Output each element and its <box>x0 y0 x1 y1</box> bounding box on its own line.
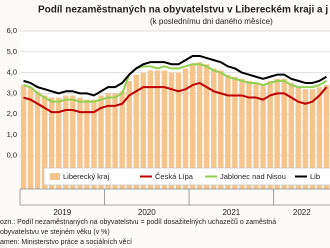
x-year-label: 2019 <box>53 208 71 217</box>
bar <box>112 93 118 189</box>
bar <box>274 78 280 189</box>
legend-label: Lib <box>310 172 320 181</box>
y-tick-label: 0,0 <box>7 151 17 160</box>
y-tick-label: 5,0 <box>7 47 17 56</box>
line-series <box>23 81 328 114</box>
bar <box>260 85 266 189</box>
bar <box>302 89 309 189</box>
bar <box>63 95 69 189</box>
bar <box>309 89 316 189</box>
legend-box <box>43 167 330 186</box>
bar <box>203 64 210 189</box>
bar <box>196 62 203 189</box>
bar <box>281 78 287 189</box>
bar <box>295 87 302 189</box>
bar <box>34 91 41 189</box>
y-tick-label: 3,0 <box>7 88 17 97</box>
bar <box>56 97 62 189</box>
bar <box>316 87 323 189</box>
bar <box>41 95 48 189</box>
y-tick-label: 2,0 <box>7 109 17 118</box>
bar <box>20 85 27 189</box>
bar <box>175 72 182 189</box>
bar <box>70 95 76 189</box>
bar <box>225 74 231 189</box>
x-year-label: 2022 <box>293 208 311 217</box>
footnote: obyvatelstvu ve stejném věku (v %) <box>0 229 110 236</box>
bar <box>48 97 55 189</box>
bar <box>140 72 147 189</box>
bar <box>253 82 259 189</box>
legend-label: Česká Lípa <box>155 172 194 181</box>
bar <box>147 70 154 189</box>
bar <box>77 97 83 189</box>
bar <box>161 70 168 189</box>
bar <box>189 64 196 189</box>
bar <box>119 91 125 189</box>
bar <box>168 72 175 189</box>
bar <box>267 80 273 189</box>
y-tick-label: 4,0 <box>7 68 17 77</box>
bar <box>27 87 34 189</box>
bar <box>154 70 161 189</box>
legend-swatch <box>50 173 60 180</box>
bar <box>133 74 139 189</box>
legend-label: Liberecký kraj <box>63 172 110 181</box>
bar <box>288 82 294 189</box>
bar <box>91 99 97 189</box>
line-series <box>23 63 327 103</box>
chart-title: Podíl nezaměstnaných na obyvatelstvu v L… <box>38 5 328 16</box>
bar <box>105 93 111 189</box>
y-tick-label: 1,0 <box>7 130 17 139</box>
bar <box>182 68 189 189</box>
bar <box>98 95 104 189</box>
y-tick-label: 6,0 <box>7 26 17 35</box>
footnote: amen: Ministerstvo práce a sociálních vě… <box>0 239 132 246</box>
x-year-label: 2020 <box>138 208 156 217</box>
legend-label: Jablonec nad Nisou <box>220 172 286 181</box>
footnote: ozn.: Podíl nezaměstnaných na obyvatelst… <box>0 218 276 226</box>
bar <box>246 80 252 189</box>
bar <box>84 99 90 189</box>
bar <box>126 80 132 189</box>
line-series <box>23 54 327 97</box>
chart-subtitle: (k poslednímu dni daného měsíce) <box>150 17 273 26</box>
bar <box>232 76 238 189</box>
bar <box>239 78 245 189</box>
bar <box>218 70 224 189</box>
x-year-label: 2021 <box>222 208 240 217</box>
bar <box>211 68 217 189</box>
bar <box>323 85 330 189</box>
